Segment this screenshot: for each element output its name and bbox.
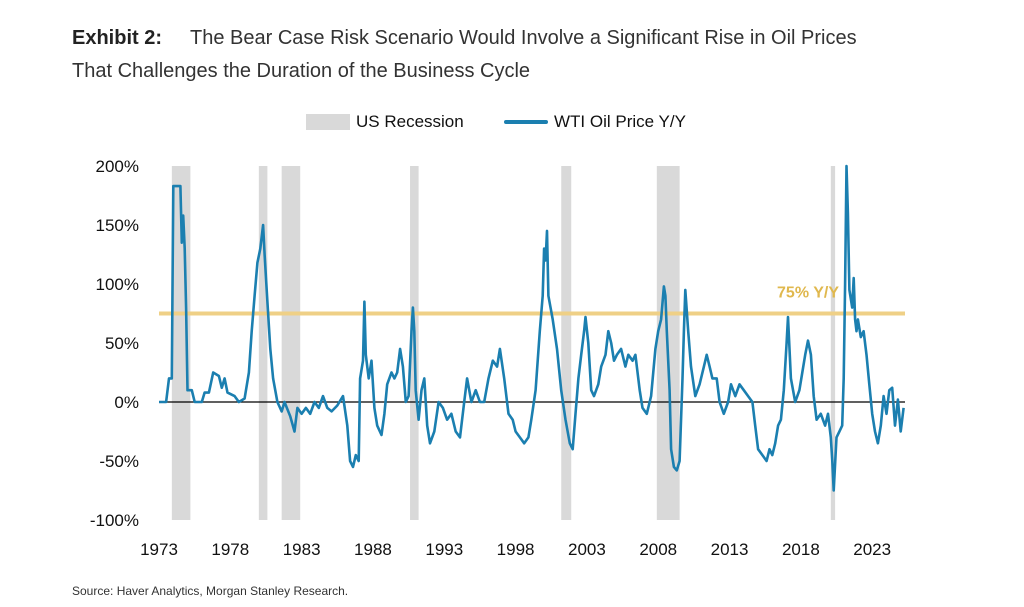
x-tick-label: 1983 (283, 540, 321, 559)
exhibit-label: Exhibit 2: (72, 27, 163, 49)
threshold-label: 75% Y/Y (777, 285, 839, 302)
y-tick-label: 200% (96, 157, 139, 176)
y-tick-label: -100% (90, 511, 139, 530)
x-tick-label: 2023 (853, 540, 891, 559)
title-line1: The Bear Case Risk Scenario Would Involv… (190, 27, 857, 49)
x-tick-label: 2008 (639, 540, 677, 559)
legend-item-series: WTI Oil Price Y/Y (504, 112, 686, 132)
x-tick-label: 2003 (568, 540, 606, 559)
y-tick-label: 0% (114, 393, 139, 412)
y-tick-label: -50% (99, 452, 139, 471)
recession-swatch (306, 114, 350, 130)
y-tick-label: 150% (96, 216, 139, 235)
chart-title: Exhibit 2: The Bear Case Risk Scenario Wo… (72, 22, 972, 88)
legend-series-label: WTI Oil Price Y/Y (554, 112, 686, 131)
x-tick-label: 1973 (140, 540, 178, 559)
x-tick-label: 1988 (354, 540, 392, 559)
series-line (159, 164, 905, 492)
series-swatch (504, 120, 548, 124)
x-tick-label: 1993 (425, 540, 463, 559)
recession-band (830, 166, 836, 520)
recession-band (258, 166, 268, 520)
chart-legend: US Recession WTI Oil Price Y/Y (0, 112, 1024, 138)
x-tick-label: 1998 (497, 540, 535, 559)
y-tick-label: 100% (96, 275, 139, 294)
x-tick-label: 2018 (782, 540, 820, 559)
x-tick-label: 2013 (711, 540, 749, 559)
recession-band (281, 166, 301, 520)
legend-recession-label: US Recession (356, 112, 464, 131)
y-tick-label: 50% (105, 334, 139, 353)
recession-band (561, 166, 572, 520)
x-tick-label: 1978 (211, 540, 249, 559)
source-note: Source: Haver Analytics, Morgan Stanley … (72, 584, 349, 598)
legend-item-recession: US Recession (306, 112, 464, 132)
title-line2: That Challenges the Duration of the Busi… (72, 60, 531, 82)
